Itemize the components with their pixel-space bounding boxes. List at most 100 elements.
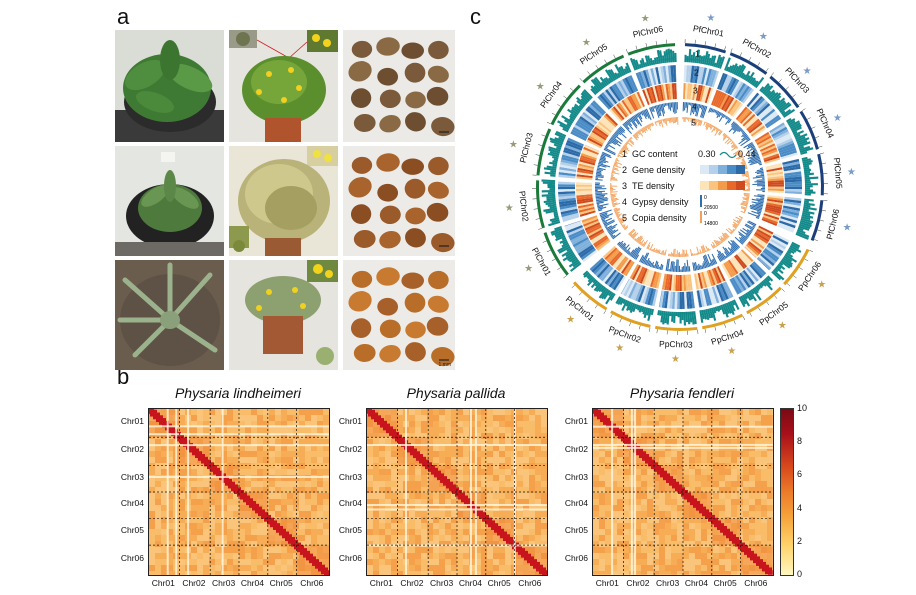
te-cell [765,204,782,210]
colorbar-tick: 0 [797,569,803,579]
gypsy-bar [694,262,698,271]
gc-bar [573,105,582,113]
copia-bar [618,153,620,155]
gc-bar [598,287,608,299]
track-number: 4 [692,101,697,111]
gypsy-bar [749,147,756,151]
te-cell [581,153,597,161]
tick-mark [798,102,802,106]
heatmap-x-label: Chr03 [430,578,454,588]
gc-bar [567,254,576,262]
photo-rosette-lindheimeri [115,30,224,142]
gc-bar [641,58,646,68]
copia-bar [623,225,629,230]
chromosome-band [810,200,824,241]
copia-bar [742,201,749,205]
gene-cell [740,87,753,103]
gypsy-bar [597,164,607,168]
te-cell [625,97,636,113]
gc-bar [740,72,745,79]
gypsy-bar [601,154,606,158]
gypsy-bar [643,109,648,117]
te-cell [739,110,753,124]
gc-bar [593,85,600,93]
gypsy-bar [595,196,605,199]
te-cell [607,250,620,264]
gene-cell [560,206,578,213]
gc-bar [772,95,782,104]
copia-bar [724,137,731,144]
gene-cell [666,291,671,309]
gc-bar [564,119,573,126]
gc-bar [775,100,786,109]
gc-bar [759,282,765,287]
gc-bar [714,306,718,312]
gypsy-bar [708,107,712,113]
copia-bar [741,206,747,209]
copia-bar [610,174,614,176]
gc-bar [755,285,760,292]
copia-bar [675,254,677,257]
gypsy-bar [630,247,638,257]
te-cell [724,97,735,112]
te-cell [652,86,659,103]
gypsy-bar [612,232,621,240]
gc-bar [764,278,772,286]
copia-bar [697,119,701,127]
gc-bar [669,49,673,63]
gypsy-bar [681,266,683,272]
gene-cell [573,124,590,136]
copia-bar [630,136,633,139]
gypsy-bar [596,171,602,174]
gypsy-bar [658,266,661,270]
gc-bar [790,243,800,250]
gene-cell [742,269,755,285]
te-cell [686,83,691,100]
gypsy-bar [702,106,708,119]
gypsy-bar [695,103,699,117]
gc-bar [662,310,666,325]
tick-mark [814,239,818,242]
gc-bar [666,311,670,325]
te-cell [599,119,613,132]
gene-cell [562,152,580,159]
seed [431,233,455,253]
gene-cell [622,78,633,95]
gc-bar [663,51,667,63]
copia-bar [732,228,736,231]
tick-mark [742,316,746,321]
gene-cell [777,142,795,152]
photo-rosette-pallida [115,146,224,256]
gypsy-bar [701,105,706,118]
copia-bar [615,211,620,215]
te-cell [620,259,632,274]
gypsy-bar [595,178,603,181]
te-cell [578,205,595,211]
gypsy-bar [604,220,615,227]
gypsy-bar [613,132,619,137]
gypsy-bar [717,253,723,262]
seed [426,316,449,336]
tick-mark [758,307,761,312]
gypsy-bar [760,187,765,190]
gc-bar [796,229,806,235]
copia-bar [661,119,663,121]
te-cell [767,171,784,176]
gypsy-bar [757,194,765,197]
gc-bar [782,257,794,266]
gc-bar [683,311,687,326]
gypsy-bar [680,269,682,272]
gc-bar [623,68,628,75]
te-cell [755,230,771,241]
gc-bar [547,203,557,207]
tick-mark [563,95,567,99]
gene-cell [658,290,663,308]
copia-bar [659,252,662,255]
te-cell [763,155,780,163]
te-cell [756,228,772,239]
gene-cell [686,291,690,309]
gc-bar [551,229,564,236]
copia-bar [737,156,744,160]
gypsy-bar [629,118,638,129]
gene-cell [630,282,640,300]
